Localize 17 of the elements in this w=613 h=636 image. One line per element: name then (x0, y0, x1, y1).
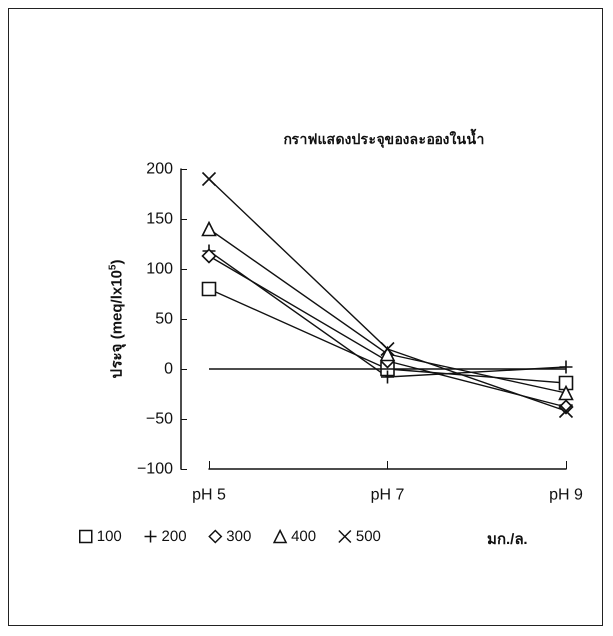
legend-label: 500 (356, 528, 381, 545)
y-tick-label: 0 (164, 360, 174, 378)
y-tick-label: 200 (146, 160, 174, 178)
x-tick-label: pH 7 (370, 486, 404, 504)
y-tick-label: 100 (146, 260, 174, 278)
y-tick-label: −100 (136, 460, 174, 478)
y-tick-label: 50 (155, 310, 174, 328)
x-tick-label: pH 5 (192, 486, 226, 504)
y-tick-label: 150 (146, 210, 174, 228)
legend-label: 100 (96, 528, 122, 545)
y-tick-label: −50 (146, 410, 174, 428)
legend-title: มก./ล. (487, 531, 528, 548)
chart-title: กราฟแสดงประจุของละอองในน้ำ (284, 128, 484, 148)
legend-label: 400 (291, 528, 316, 545)
x-tick-label: pH 9 (549, 486, 583, 504)
legend-label: 300 (226, 528, 252, 545)
y-axis-title: ประจุ (meq/lx105) (108, 260, 126, 378)
